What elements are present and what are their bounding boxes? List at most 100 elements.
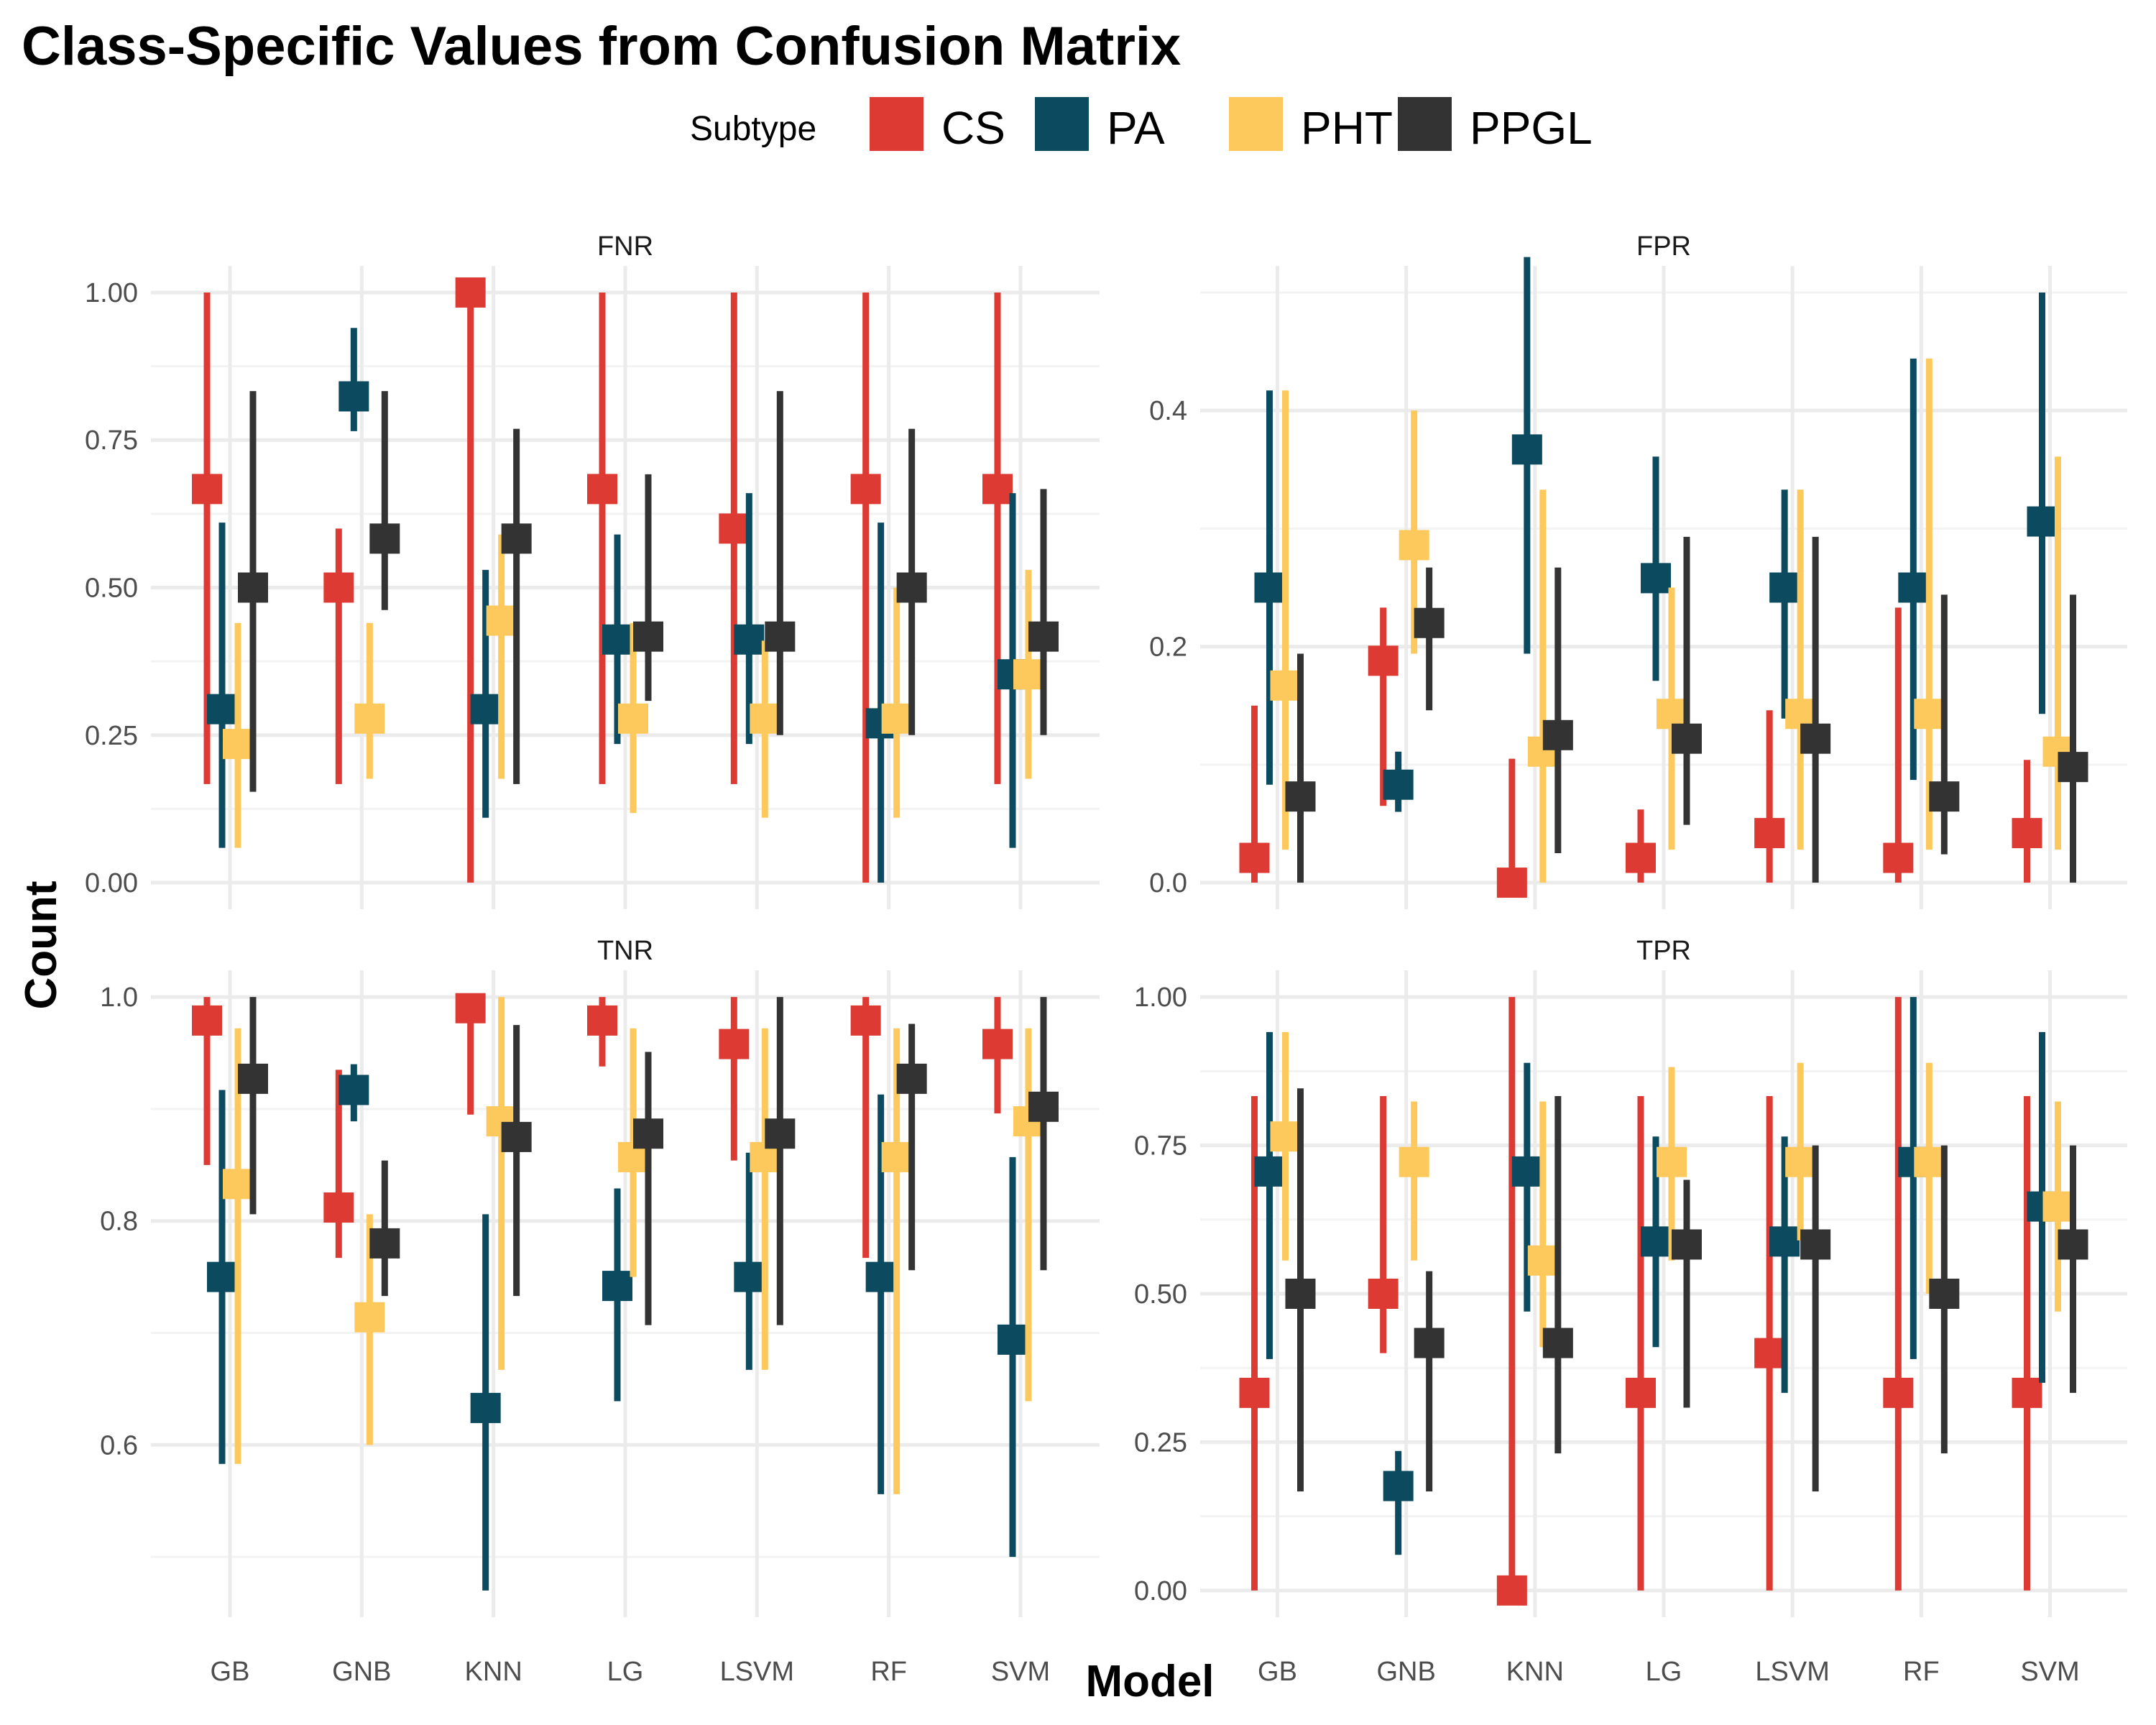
point-cs-knn — [455, 993, 486, 1024]
strip-label-tnr: TNR — [597, 936, 653, 966]
point-pht-rf — [1914, 1146, 1945, 1177]
point-cs-lg — [1626, 1377, 1656, 1408]
point-ppgl-rf — [1929, 1279, 1960, 1309]
point-pht-gnb — [1399, 530, 1429, 561]
point-cs-rf — [850, 1005, 881, 1036]
point-ppgl-gnb — [369, 523, 400, 554]
point-cs-gb — [192, 474, 222, 505]
x-tick-label: GNB — [1376, 1657, 1435, 1687]
x-tick-label: GNB — [332, 1657, 391, 1687]
y-tick-label: 0.00 — [85, 868, 138, 898]
point-pa-gb — [207, 1261, 237, 1292]
point-ppgl-lg — [633, 621, 663, 652]
point-cs-svm — [982, 1029, 1013, 1059]
y-tick-label: 0.50 — [85, 574, 138, 604]
panel-tpr: 0.00 0.25 0.50 0.75 1.00 TPR GB GNB KNN LG LSVM RF S… — [1134, 936, 2127, 1687]
point-pa-gb — [1254, 572, 1285, 603]
point-ppgl-lsvm — [765, 621, 796, 652]
point-pa-lg — [1641, 563, 1671, 594]
point-pht-gnb — [354, 1302, 385, 1333]
x-tick-label: GB — [1258, 1657, 1297, 1687]
point-cs-rf — [1883, 842, 1914, 873]
point-ppgl-rf — [1929, 781, 1960, 812]
point-ppgl-svm — [1028, 621, 1059, 652]
x-tick-label: RF — [870, 1657, 907, 1687]
point-cs-knn — [1496, 868, 1527, 898]
point-pa-gb — [1254, 1156, 1285, 1187]
point-ppgl-lsvm — [1800, 723, 1831, 754]
point-cs-knn — [1496, 1575, 1527, 1606]
y-tick-label: 1.00 — [85, 278, 138, 308]
point-cs-svm — [982, 474, 1013, 505]
point-pa-gnb — [1383, 769, 1414, 800]
y-tick-label: 0.0 — [1149, 868, 1187, 898]
strip-label-fpr: FPR — [1636, 231, 1691, 262]
point-pa-gnb — [338, 381, 369, 412]
legend-swatch-ppgl — [1398, 97, 1452, 151]
y-tick-label: 0.25 — [1134, 1427, 1187, 1458]
point-pht-lg — [1657, 1146, 1687, 1177]
point-cs-lg — [587, 474, 617, 505]
point-pa-svm — [2027, 506, 2058, 537]
legend-label-cs: CS — [941, 102, 1005, 154]
point-cs-svm — [2012, 818, 2042, 849]
point-ppgl-gnb — [1414, 607, 1445, 638]
point-pht-gb — [1270, 1121, 1301, 1152]
point-pa-lg — [1641, 1226, 1671, 1257]
point-ppgl-gb — [238, 1063, 268, 1094]
y-tick-label: 1.00 — [1134, 983, 1187, 1013]
point-pht-lsvm — [1785, 1146, 1816, 1177]
legend-label-ppgl: PPGL — [1470, 102, 1593, 154]
point-cs-lsvm — [719, 1029, 750, 1059]
point-ppgl-knn — [1542, 1328, 1573, 1358]
x-axis-title: Model — [1085, 1657, 1214, 1706]
legend-label-pht: PHT — [1301, 102, 1393, 154]
point-cs-rf — [1883, 1377, 1914, 1408]
y-tick-label: 0.75 — [1134, 1131, 1187, 1162]
point-pht-rf — [881, 1141, 912, 1172]
point-cs-knn — [455, 277, 486, 308]
y-tick-label: 0.50 — [1134, 1279, 1187, 1310]
point-cs-svm — [2012, 1377, 2042, 1408]
legend-swatch-pa — [1035, 97, 1089, 151]
point-ppgl-gb — [1285, 781, 1316, 812]
panel-fnr: 0.00 0.25 0.50 0.75 1.00 FNR — [85, 231, 1100, 909]
point-pa-knn — [1511, 434, 1542, 465]
point-ppgl-knn — [501, 1121, 532, 1152]
point-ppgl-gnb — [369, 1228, 400, 1259]
point-pht-gb — [223, 729, 253, 760]
x-tick-label: KNN — [1506, 1657, 1564, 1687]
x-tick-label: RF — [1903, 1657, 1940, 1687]
y-tick-label: 0.75 — [85, 426, 138, 456]
x-tick-label: LSVM — [1755, 1657, 1829, 1687]
point-cs-lsvm — [719, 513, 750, 544]
point-pa-gb — [207, 694, 237, 724]
point-pa-rf — [865, 1261, 896, 1292]
point-ppgl-gb — [238, 572, 268, 603]
point-cs-gnb — [323, 1192, 354, 1223]
point-pht-gb — [223, 1169, 253, 1200]
point-ppgl-gb — [1285, 1279, 1316, 1309]
point-ppgl-svm — [2058, 1229, 2088, 1260]
point-pht-lg — [618, 703, 648, 734]
legend-label-pa: PA — [1107, 102, 1165, 154]
point-cs-lsvm — [1754, 818, 1785, 849]
point-pht-svm — [1013, 659, 1044, 690]
x-tick-label: SVM — [2020, 1657, 2079, 1687]
point-cs-lg — [1626, 842, 1656, 873]
chart-title: Class-Specific Values from Confusion Mat… — [22, 16, 1181, 77]
point-pa-gnb — [338, 1075, 369, 1105]
point-pht-rf — [881, 703, 912, 734]
point-ppgl-gnb — [1414, 1328, 1445, 1358]
point-ppgl-svm — [2058, 752, 2088, 783]
y-axis-title: Count — [17, 880, 66, 1009]
point-pa-gnb — [1383, 1471, 1414, 1501]
point-pa-lsvm — [734, 624, 765, 655]
y-tick-label: 0.8 — [100, 1207, 138, 1237]
point-cs-gnb — [1368, 645, 1399, 676]
point-pa-knn — [470, 1392, 501, 1423]
x-tick-label: GB — [211, 1657, 250, 1687]
point-cs-gb — [1239, 842, 1270, 873]
point-pa-rf — [1898, 572, 1929, 603]
